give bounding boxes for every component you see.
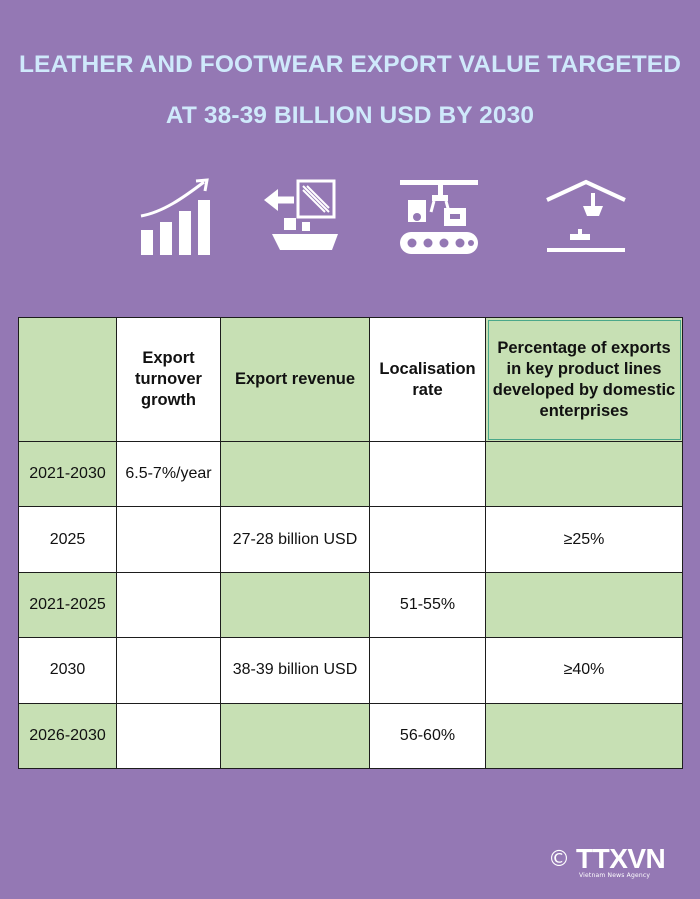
factory-conveyor-icon: [400, 180, 478, 254]
cell-growth: [116, 702, 221, 769]
export-shipping-icon: [264, 179, 338, 250]
cell-domestic-share: ≥25%: [485, 506, 683, 573]
cell-revenue: [220, 702, 370, 769]
ttxvn-logo: © TTXVN Vietnam News Agency: [548, 843, 680, 881]
cell-growth: [116, 506, 221, 573]
cell-revenue: 27-28 billion USD: [220, 506, 370, 573]
cell-localisation: [369, 637, 486, 704]
table-row: 2021-2025 51-55%: [18, 571, 683, 639]
table-row: 2025 27-28 billion USD ≥25%: [18, 506, 683, 573]
cell-revenue: [220, 571, 370, 639]
cell-period: 2025: [18, 506, 117, 573]
header-period: [18, 317, 117, 442]
cell-domestic-share: ≥40%: [485, 637, 683, 704]
logo-brand-text: TTXVN: [576, 843, 666, 874]
cell-revenue: 38-39 billion USD: [220, 637, 370, 704]
cell-period: 2030: [18, 637, 117, 704]
cell-period: 2021-2025: [18, 571, 117, 639]
cell-growth: [116, 571, 221, 639]
cell-period: 2021-2030: [18, 440, 117, 508]
cell-revenue: [220, 440, 370, 508]
cell-localisation: [369, 440, 486, 508]
cell-period: 2026-2030: [18, 702, 117, 769]
cell-localisation: [369, 506, 486, 573]
cell-domestic-share: [485, 571, 683, 639]
domestic-enterprise-icon: [546, 179, 626, 252]
cell-growth: 6.5-7%/year: [116, 440, 221, 508]
table-header-row: Export turnover growth Export revenue Lo…: [18, 317, 683, 442]
header-domestic-enterprise-share: Percentage of exports in key product lin…: [485, 317, 683, 442]
cell-domestic-share: [485, 440, 683, 508]
targets-table: Export turnover growth Export revenue Lo…: [18, 317, 683, 769]
cell-localisation: 51-55%: [369, 571, 486, 639]
logo-tagline: Vietnam News Agency: [579, 872, 651, 879]
page-title-line-2: AT 38-39 BILLION USD BY 2030: [165, 102, 535, 129]
cell-growth: [116, 637, 221, 704]
copyright-symbol: ©: [548, 847, 570, 872]
bar-chart-growth-icon: [140, 178, 210, 255]
table-row: 2030 38-39 billion USD ≥40%: [18, 637, 683, 704]
table-row: 2021-2030 6.5-7%/year: [18, 440, 683, 508]
cell-localisation: 56-60%: [369, 702, 486, 769]
header-export-revenue: Export revenue: [220, 317, 370, 442]
page-title-line-1: LEATHER AND FOOTWEAR EXPORT VALUE TARGET…: [18, 51, 682, 78]
table-row: 2026-2030 56-60%: [18, 702, 683, 769]
header-localisation-rate: Localisation rate: [369, 317, 486, 442]
header-export-turnover-growth: Export turnover growth: [116, 317, 221, 442]
cell-domestic-share: [485, 702, 683, 769]
